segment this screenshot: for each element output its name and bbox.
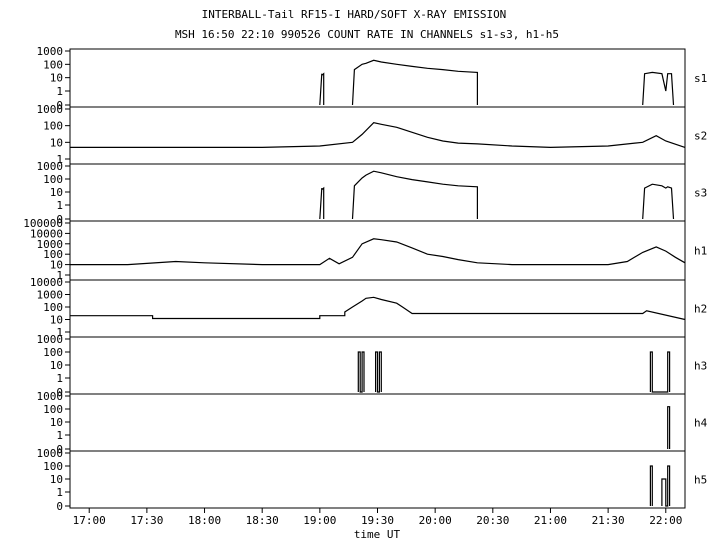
series-line: [351, 170, 478, 220]
panel-frame: [69, 48, 686, 108]
y-tick-label: 1: [56, 326, 63, 339]
x-tick-label: 18:30: [246, 514, 279, 527]
panel-label: h3: [694, 360, 707, 373]
y-tick-label: 0: [56, 386, 63, 399]
series-line: [649, 465, 653, 506]
y-tick-label: 0: [56, 99, 63, 112]
panel-label: h4: [694, 417, 708, 430]
x-tick-label: 20:30: [476, 514, 509, 527]
x-tick-label: 22:00: [649, 514, 682, 527]
panel-frame: [69, 279, 686, 338]
series-line: [649, 351, 671, 393]
y-tick-label: 100: [43, 120, 63, 133]
series-line: [661, 465, 671, 507]
y-tick-label: 100: [43, 301, 63, 314]
x-tick-label: 21:30: [592, 514, 625, 527]
series-line: [375, 351, 382, 393]
y-tick-label: 1000: [37, 447, 64, 460]
y-tick-label: 10: [50, 359, 63, 372]
series-line: [357, 351, 365, 393]
series-line: [667, 406, 671, 449]
panel-frame: [69, 220, 686, 281]
y-tick-label: 100: [43, 248, 63, 261]
y-tick-label: 1000: [37, 160, 64, 173]
chart-title: INTERBALL-Tail RF15-I HARD/SOFT X-RAY EM…: [202, 8, 507, 21]
series-line: [642, 71, 675, 106]
y-tick-label: 1: [56, 269, 63, 282]
x-axis-label: time UT: [354, 528, 401, 541]
panel-label: h5: [694, 474, 707, 487]
x-axis: 17:00 17:30 18:00 18:30 19:00 19:30 20:00 20:30…: [73, 508, 682, 527]
y-tick-label: 1000: [37, 390, 64, 403]
y-tick-label: 10: [50, 259, 63, 272]
panel-label: h1: [694, 245, 707, 258]
y-tick-label: 1000: [37, 45, 64, 58]
y-tick-label: 1: [56, 429, 63, 442]
y-tick-label: 1: [56, 486, 63, 499]
y-tick-label: 100000: [23, 217, 63, 230]
panels-group: 10001001010s11000100101s210001001010s310…: [23, 45, 707, 513]
y-tick-label: 10: [50, 416, 63, 429]
y-tick-label: 1000: [37, 103, 64, 116]
y-tick-label: 10: [50, 186, 63, 199]
panel-label: s3: [694, 187, 707, 200]
panel-frame: [69, 393, 686, 452]
panel-frame: [69, 450, 686, 509]
y-tick-label: 0: [56, 213, 63, 226]
y-tick-label: 10000: [30, 276, 63, 289]
panel-label: s1: [694, 72, 707, 85]
y-tick-label: 1: [56, 153, 63, 166]
x-tick-label: 17:00: [73, 514, 106, 527]
panel-frame: [69, 106, 686, 165]
y-tick-label: 10000: [30, 227, 63, 240]
y-tick-label: 1000: [37, 238, 64, 251]
y-tick-label: 0: [56, 500, 63, 513]
series-line: [70, 122, 686, 149]
y-tick-label: 1: [56, 85, 63, 98]
chart-subtitle: MSH 16:50 22:10 990526 COUNT RATE IN CHA…: [175, 28, 559, 41]
x-tick-label: 20:00: [419, 514, 452, 527]
x-tick-label: 19:00: [303, 514, 336, 527]
series-line: [70, 238, 686, 266]
panel-label: h2: [694, 303, 707, 316]
y-tick-label: 10: [50, 473, 63, 486]
y-tick-label: 10: [50, 136, 63, 149]
series-line: [70, 296, 686, 321]
y-tick-label: 100: [43, 403, 63, 416]
x-tick-label: 18:00: [188, 514, 221, 527]
y-tick-label: 10: [50, 314, 63, 327]
series-line: [319, 72, 325, 106]
y-tick-label: 1000: [37, 289, 64, 302]
y-tick-label: 1000: [37, 333, 64, 346]
panel-label: s2: [694, 130, 707, 143]
y-tick-label: 1: [56, 372, 63, 385]
y-tick-label: 0: [56, 443, 63, 456]
x-tick-label: 19:30: [361, 514, 394, 527]
x-tick-label: 17:30: [130, 514, 163, 527]
y-tick-label: 100: [43, 346, 63, 359]
y-tick-label: 10: [50, 72, 63, 85]
series-line: [319, 186, 325, 220]
panel-s2: 1000 100 10 1 s2: [37, 103, 708, 166]
y-tick-label: 1: [56, 199, 63, 212]
series-line: [642, 183, 675, 220]
y-tick-label: 100: [43, 58, 63, 71]
series-line: [351, 59, 478, 106]
y-tick-label: 100: [43, 460, 63, 473]
y-tick-label: 100: [43, 173, 63, 186]
x-tick-label: 21:00: [534, 514, 567, 527]
